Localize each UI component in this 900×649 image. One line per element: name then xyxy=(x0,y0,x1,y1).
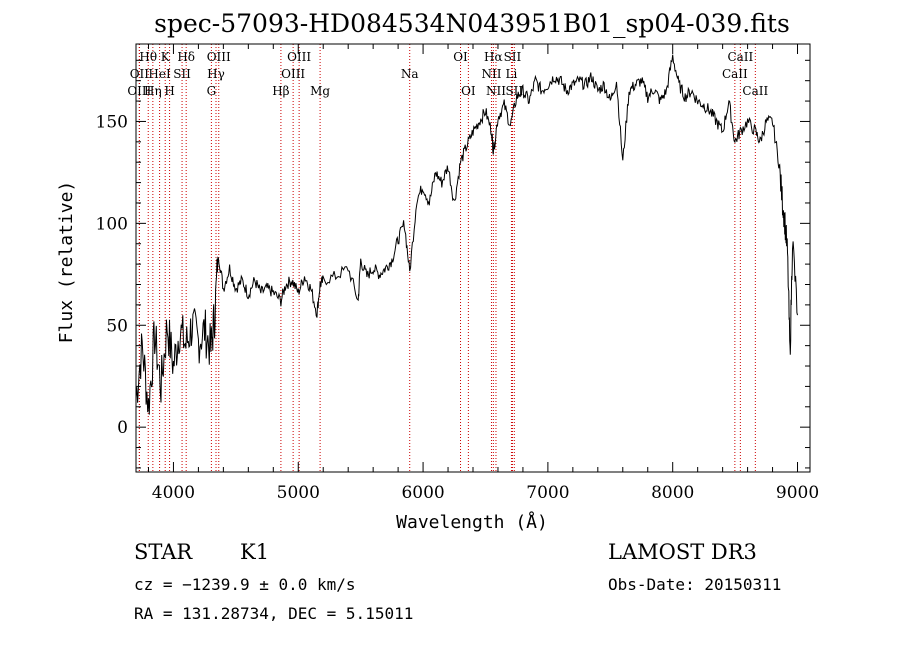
line-label: K xyxy=(161,50,171,64)
line-label: Na xyxy=(401,67,419,81)
line-label: H xyxy=(164,84,174,98)
line-label: SII xyxy=(173,67,191,81)
chart-title: spec-57093-HD084534N043951B01_sp04-039.f… xyxy=(154,9,790,38)
y-axis-ticks: 0 50 100 150 xyxy=(96,59,810,469)
spectral-line-labels: Hθ OII OIII K HeI Hη SII H Hδ OIII Hγ G Hβ OIII OIII Mg… xyxy=(127,50,768,98)
line-label: Hβ xyxy=(272,84,289,98)
line-label: OIII xyxy=(127,84,151,98)
line-label: OI xyxy=(453,50,468,64)
line-label: CaII xyxy=(722,67,748,81)
line-label: NII xyxy=(486,84,506,98)
line-label: G xyxy=(207,84,217,98)
y-tick-label: 100 xyxy=(96,214,128,234)
survey-name: LAMOST DR3 xyxy=(608,540,757,564)
line-label: OII xyxy=(130,67,150,81)
x-tick-label: 4000 xyxy=(152,483,195,503)
line-label: OIII xyxy=(287,50,311,64)
line-label: NII xyxy=(481,67,501,81)
x-tick-label: 7000 xyxy=(526,483,569,503)
spectrum-series-line xyxy=(135,54,798,415)
line-label: OI xyxy=(461,84,476,98)
line-label: Hθ xyxy=(139,50,157,64)
line-label: Hα xyxy=(484,50,503,64)
object-subclass: K1 xyxy=(240,540,269,564)
x-axis-label: Wavelength (Å) xyxy=(396,511,548,533)
spectral-line-markers xyxy=(138,44,756,472)
line-label: OIII xyxy=(281,67,305,81)
x-axis-ticks: 4000 5000 6000 7000 8000 9000 xyxy=(147,44,819,503)
x-tick-label: 9000 xyxy=(776,483,819,503)
line-label: Hη xyxy=(144,84,162,98)
x-tick-label: 8000 xyxy=(651,483,694,503)
ra-dec-coordinates: RA = 131.28734, DEC = 5.15011 xyxy=(134,604,413,623)
line-label: SII xyxy=(504,50,522,64)
line-label: OIII xyxy=(207,50,231,64)
y-axis-label: Flux (relative) xyxy=(56,181,77,344)
object-class: STAR xyxy=(134,540,193,564)
line-label: CaII xyxy=(727,50,753,64)
plot-frame xyxy=(135,43,811,473)
y-tick-label: 0 xyxy=(117,418,128,438)
line-label: Mg xyxy=(310,84,330,98)
line-label: CaII xyxy=(742,84,768,98)
observation-date: Obs-Date: 20150311 xyxy=(608,575,781,594)
x-tick-label: 6000 xyxy=(401,483,444,503)
line-label: Li xyxy=(506,67,518,81)
line-label: Hγ xyxy=(207,67,225,81)
y-tick-label: 150 xyxy=(96,112,128,132)
line-label: HeI xyxy=(148,67,171,81)
line-label: Hδ xyxy=(177,50,195,64)
x-tick-label: 5000 xyxy=(277,483,320,503)
y-tick-label: 50 xyxy=(106,316,128,336)
redshift-velocity: cz = −1239.9 ± 0.0 km/s xyxy=(134,575,356,594)
